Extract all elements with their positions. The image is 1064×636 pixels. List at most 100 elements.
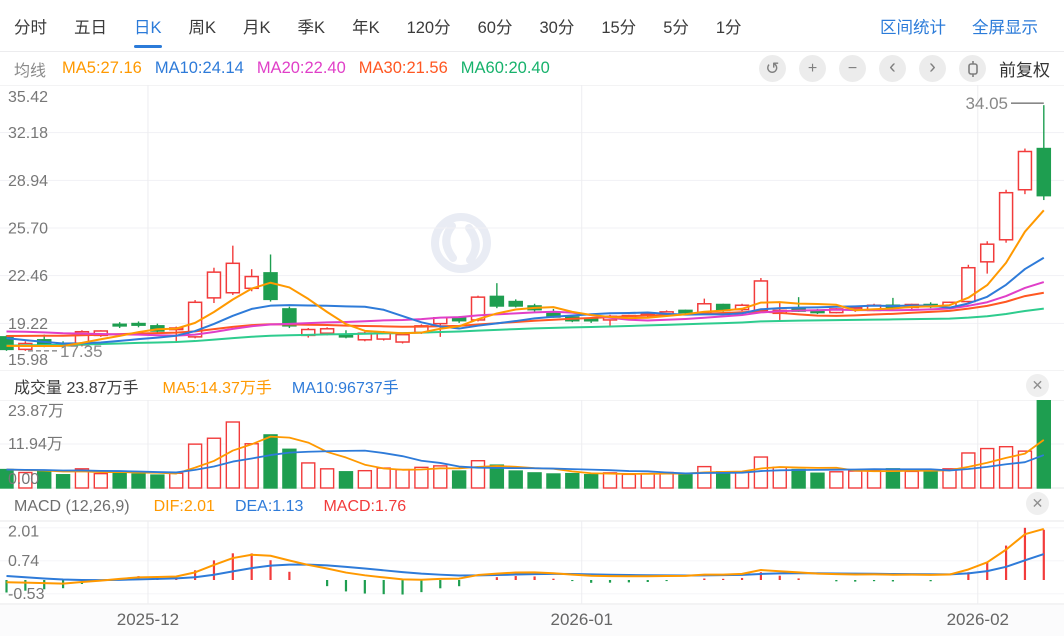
ma-legend-ma10: MA10:24.14: [154, 59, 244, 77]
axis-tick-label: 23.87万: [8, 403, 64, 420]
pan-right-button[interactable]: ›: [919, 55, 946, 82]
volume-bar: [734, 471, 750, 489]
volume-bar: [621, 473, 637, 489]
tab-120min[interactable]: 120分: [406, 18, 451, 37]
macd-pane-header: MACD (12,26,9) DIF:2.01 DEA:1.13 MACD:1.…: [0, 494, 1064, 520]
tab-five-day[interactable]: 五日: [74, 18, 107, 37]
tab-minute[interactable]: 分时: [14, 18, 47, 37]
volume-ma5-label: MA5:14.37万手: [162, 379, 272, 397]
x-axis-label: 2025-12: [116, 610, 180, 629]
ma60-line: [6, 307, 1044, 347]
period-tabbar: 分时 五日 日K 周K 月K 季K 年K 120分 60分 30分 15分 5分 1分 区间统计 全屏显示: [0, 0, 1064, 52]
volume-title: 成交量: [14, 379, 63, 397]
volume-bar: [848, 470, 863, 489]
tab-monthly-k[interactable]: 月K: [243, 18, 271, 37]
link-range-statistics[interactable]: 区间统计: [880, 18, 946, 37]
candle-body: [395, 333, 410, 343]
x-axis-label: 2026-01: [550, 610, 613, 629]
x-axis-label: 2026-02: [946, 610, 1009, 629]
zoom-out-button[interactable]: −: [839, 55, 866, 82]
zoom-in-button[interactable]: +: [799, 55, 826, 82]
link-fullscreen[interactable]: 全屏显示: [972, 18, 1038, 37]
macd-lines: [6, 527, 1045, 585]
ma-legend-ma60: MA60:20.40: [460, 59, 550, 77]
volume-bars: [0, 399, 1052, 489]
axis-tick-label: 35.42: [8, 89, 48, 106]
candle-body: [998, 191, 1014, 241]
volume-pane-close-button[interactable]: ✕: [1026, 374, 1049, 397]
axis-tick-label: 34.05: [965, 94, 1008, 113]
axis-tick-label: 0.74: [8, 553, 39, 570]
volume-bar: [583, 474, 599, 489]
axis-tick-label: 28.94: [8, 173, 48, 190]
axis-tick-label: 22.46: [8, 268, 48, 285]
volume-bar: [37, 470, 52, 489]
volume-bar: [18, 471, 33, 489]
axis-tick-label: 25.70: [8, 221, 48, 238]
macd-title: MACD (12,26,9): [14, 498, 130, 515]
candle-body: [112, 323, 127, 327]
tab-30min[interactable]: 30分: [539, 18, 575, 37]
axis-labels: 35.42 32.18 28.94 25.70 22.46 19.22 15.98 23.87…: [8, 89, 64, 603]
volume-bar: [923, 471, 938, 489]
tab-1min[interactable]: 1分: [715, 18, 742, 37]
macd-histogram: [5, 527, 1045, 595]
adjust-mode-toggle[interactable]: 前复权: [999, 61, 1050, 80]
close-icon: ✕: [1031, 377, 1044, 393]
volume-bar: [640, 472, 655, 489]
tab-5min[interactable]: 5分: [663, 18, 689, 37]
volume-ma-lines: [6, 435, 1045, 475]
candle-body: [979, 243, 995, 263]
candle-body: [489, 295, 505, 307]
volume-current-value: 23.87万手: [66, 379, 139, 397]
volume-bar: [357, 469, 373, 489]
price-callouts: 17.35 34.05: [28, 94, 1044, 361]
volume-bar: [508, 470, 523, 489]
candle-body: [263, 272, 278, 301]
volume-bar: [602, 472, 618, 489]
candle-style-icon: [967, 60, 978, 77]
tab-daily-k[interactable]: 日K: [134, 0, 162, 52]
candle-body: [583, 318, 599, 322]
volume-bar: [791, 468, 806, 489]
volume-bar: [93, 472, 109, 489]
volume-bar: [74, 468, 90, 489]
axis-tick-label: 15.98: [8, 352, 48, 369]
ma-row-title: 均线: [14, 62, 47, 80]
tab-15min[interactable]: 15分: [601, 18, 637, 37]
pan-left-button[interactable]: ‹: [879, 55, 906, 82]
tab-yearly-k[interactable]: 年K: [352, 18, 380, 37]
volume-ma10-line: [6, 449, 1045, 475]
tab-weekly-k[interactable]: 周K: [188, 18, 217, 37]
volume-bar: [131, 473, 146, 489]
macd-value-label: MACD:1.76: [323, 498, 407, 515]
undo-button[interactable]: ↺: [759, 55, 786, 82]
candle-body: [961, 266, 976, 303]
volume-bar: [150, 474, 165, 489]
axis-tick-label: -0.53: [8, 586, 45, 603]
volume-bar: [414, 466, 429, 489]
zoom-out-icon: −: [847, 59, 858, 77]
ma5-line: [6, 209, 1045, 347]
volume-bar: [169, 472, 184, 489]
tab-quarterly-k[interactable]: 季K: [297, 18, 326, 37]
axis-tick-label: 2.01: [8, 524, 39, 541]
ma-legend-ma5: MA5:27.16: [62, 59, 142, 77]
volume-bar: [715, 471, 731, 489]
pan-right-icon: ›: [929, 56, 936, 78]
volume-bar: [376, 467, 391, 489]
candle-body: [1036, 147, 1052, 197]
volume-bar: [659, 471, 674, 489]
candle-body: [508, 300, 523, 307]
volume-bar: [904, 470, 919, 489]
axis-tick-label: 17.35: [60, 342, 103, 361]
volume-bar: [546, 473, 561, 489]
close-icon: ✕: [1031, 495, 1044, 511]
candle-body: [319, 328, 335, 334]
tab-60min[interactable]: 60分: [477, 18, 513, 37]
ma-legend-ma20: MA20:22.40: [256, 59, 346, 77]
macd-pane-close-button[interactable]: ✕: [1026, 492, 1049, 515]
candle-style-button[interactable]: [959, 55, 986, 82]
volume-bar: [282, 448, 297, 489]
